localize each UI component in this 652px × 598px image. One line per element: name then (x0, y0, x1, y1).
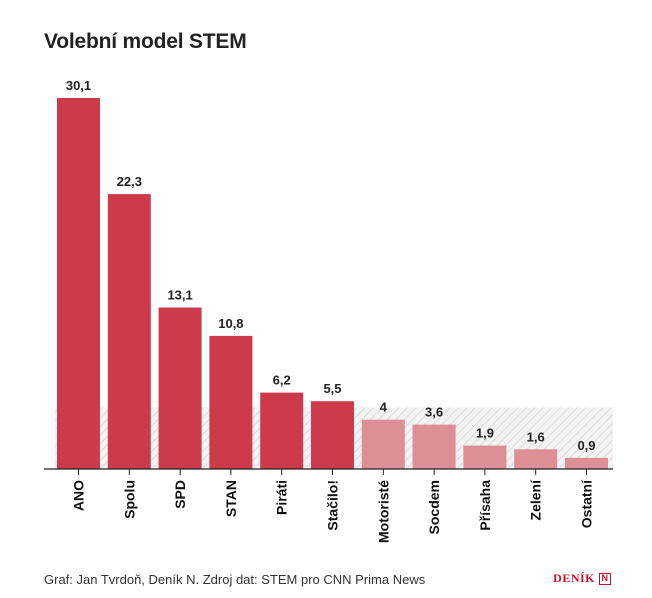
footer-credit: Graf: Jan Tvrdoň, Deník N. Zdroj dat: ST… (44, 572, 426, 587)
value-label-2: 13,1 (167, 288, 192, 303)
value-label-6: 4 (380, 400, 388, 415)
chart-title: Volební model STEM (44, 30, 247, 53)
bar-4 (260, 392, 304, 469)
value-label-4: 6,2 (273, 373, 291, 388)
category-label-2: SPD (172, 480, 188, 509)
value-label-10: 0,9 (577, 438, 595, 453)
bar-7 (412, 424, 456, 469)
category-label-7: Socdem (426, 480, 442, 534)
category-label-8: Přísaha (477, 480, 493, 531)
value-label-0: 30,1 (66, 78, 91, 93)
value-label-9: 1,6 (527, 429, 545, 444)
bar-9 (514, 449, 558, 469)
bar-3 (209, 335, 253, 469)
bar-1 (107, 194, 151, 469)
category-label-3: STAN (223, 480, 239, 517)
category-label-9: Zelení (528, 479, 544, 521)
brand-logo: DENÍK N (553, 571, 611, 586)
value-label-1: 22,3 (117, 174, 142, 189)
value-label-5: 5,5 (323, 381, 341, 396)
bar-2 (158, 307, 202, 469)
category-label-10: Ostatní (579, 479, 595, 528)
bar-8 (463, 445, 507, 469)
bar-6 (361, 419, 405, 469)
value-label-7: 3,6 (425, 405, 443, 420)
category-label-5: Stačilo! (325, 480, 341, 531)
category-label-4: Piráti (274, 480, 290, 515)
bar-0 (57, 98, 100, 469)
value-label-8: 1,9 (476, 426, 494, 441)
category-label-6: Motoristé (375, 480, 391, 543)
brand-mark-icon: N (599, 572, 611, 585)
value-label-3: 10,8 (218, 316, 243, 331)
bar-5 (311, 401, 354, 469)
brand-name: DENÍK (553, 571, 595, 585)
category-label-1: Spolu (121, 480, 137, 519)
bar-10 (565, 457, 608, 469)
category-label-0: ANO (71, 480, 87, 511)
